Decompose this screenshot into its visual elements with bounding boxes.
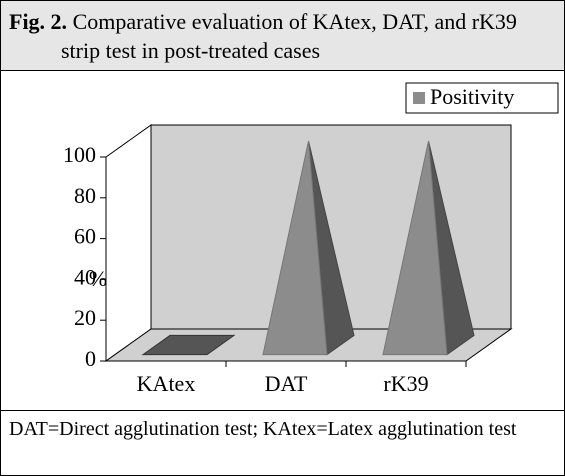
legend-box xyxy=(405,82,559,114)
figure-label: Fig. 2. xyxy=(9,9,68,34)
legend-label: Positivity xyxy=(430,84,514,109)
pyramid-front xyxy=(262,140,328,356)
y-tick-label: 0 xyxy=(85,346,96,371)
chart: % 0 20 40 60 80 100 KAtex DAT rK39 Positivity xyxy=(63,82,559,396)
left-wall xyxy=(105,124,152,362)
y-axis-label: % xyxy=(89,266,107,291)
pyramid-base xyxy=(141,334,236,356)
y-tick-label: 80 xyxy=(74,183,96,208)
y-tick-label: 60 xyxy=(74,224,96,249)
figure-header: Fig. 2. Comparative evaluation of KAtex,… xyxy=(1,1,564,71)
pyramid-front xyxy=(382,140,448,356)
x-tick-label: DAT xyxy=(265,371,308,396)
x-tick-label: rK39 xyxy=(383,371,428,396)
y-tick-label: 20 xyxy=(74,305,96,330)
figure-footnote: DAT=Direct agglutination test; KAtex=Lat… xyxy=(1,410,564,475)
y-tick-label: 100 xyxy=(63,142,96,167)
y-tick-label: 40 xyxy=(74,264,96,289)
legend-swatch xyxy=(413,92,425,104)
figure-title: Comparative evaluation of KAtex, DAT, an… xyxy=(61,9,517,63)
x-tick-label: KAtex xyxy=(137,371,196,396)
